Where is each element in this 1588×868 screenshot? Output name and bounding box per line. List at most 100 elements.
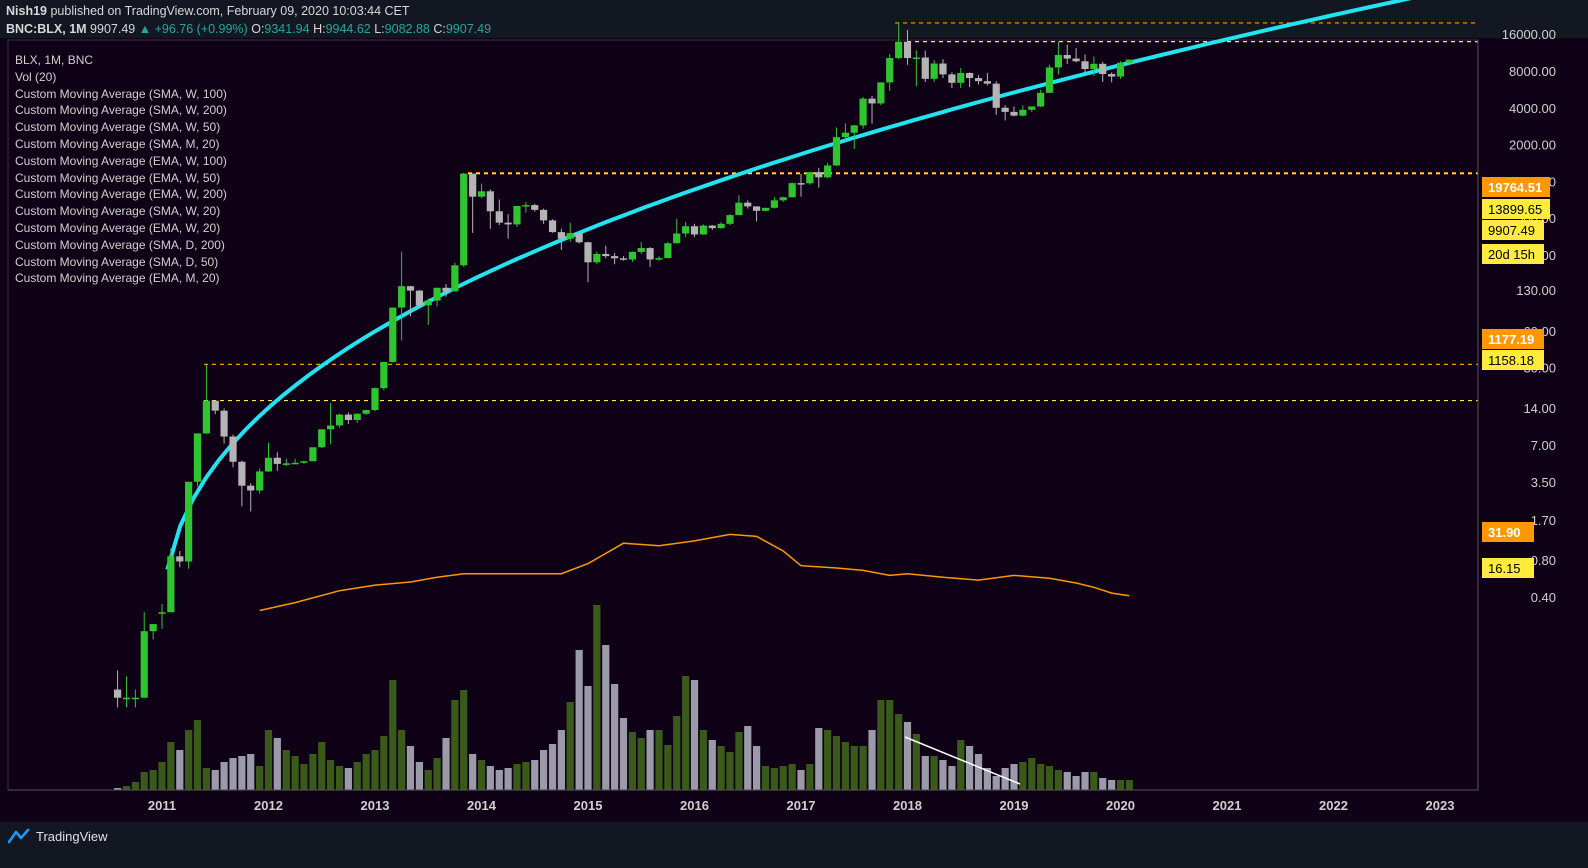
candle-body [326, 425, 335, 430]
candle [486, 189, 494, 229]
candle [832, 127, 841, 166]
legend-item[interactable]: Vol (20) [15, 69, 57, 84]
volume-bar [451, 700, 459, 790]
candle-body [824, 165, 832, 178]
candle-body [433, 287, 441, 301]
badge-label: 13899.65 [1488, 202, 1542, 217]
candle-body [566, 233, 574, 239]
candle-body [362, 410, 370, 414]
volume-bar [122, 786, 131, 790]
candle-body [167, 556, 175, 613]
low-label: L: [374, 22, 385, 36]
candle-body [238, 461, 246, 486]
candle [903, 29, 912, 65]
candle-body [850, 125, 858, 133]
legend-item[interactable]: Custom Moving Average (SMA, M, 20) [15, 136, 220, 151]
badge-box [1482, 199, 1550, 219]
volume-bar [602, 645, 610, 790]
candle-body [548, 220, 557, 233]
volume-bar [335, 766, 344, 790]
candle [1125, 59, 1133, 65]
candle [788, 182, 796, 198]
volume-bar [531, 760, 539, 790]
price-badge: 1158.18 [1482, 350, 1544, 370]
volume-ma-line [259, 533, 1130, 612]
x-tick-label: 2011 [148, 798, 176, 813]
legend-item[interactable]: Custom Moving Average (SMA, W, 200) [15, 103, 227, 118]
legend-item[interactable]: Custom Moving Average (EMA, W, 20) [15, 220, 221, 235]
candle [779, 196, 787, 202]
volume-bar [433, 758, 441, 790]
candle [513, 205, 521, 227]
trend-curve[interactable] [165, 0, 1458, 571]
legend-item[interactable]: Custom Moving Average (EMA, W, 200) [15, 187, 227, 202]
candle-body [815, 172, 823, 178]
candle [752, 206, 761, 222]
candle-body [974, 78, 983, 82]
candle [353, 413, 361, 423]
legend-item[interactable]: Custom Moving Average (EMA, W, 100) [15, 153, 227, 168]
candle [895, 22, 903, 60]
volume-bar [593, 605, 601, 790]
candle-body [1045, 67, 1054, 93]
legend-item[interactable]: Custom Moving Average (EMA, M, 20) [15, 271, 220, 286]
high-value: 9944.62 [325, 22, 371, 36]
candle [983, 72, 991, 86]
candle [602, 245, 610, 259]
volume-bar [903, 722, 912, 790]
volume-bar [149, 770, 157, 790]
legend-item[interactable]: Custom Moving Average (SMA, W, 100) [15, 86, 227, 101]
candle-body [859, 98, 867, 126]
legend-item[interactable]: Custom Moving Average (SMA, W, 20) [15, 204, 221, 219]
legend-item[interactable]: BLX, 1M, BNC [15, 53, 94, 67]
candle [158, 604, 166, 629]
volume-bar [948, 766, 956, 790]
volume-bar [708, 740, 716, 790]
candle-body [264, 457, 273, 472]
badge-box [1482, 220, 1544, 240]
legend-item[interactable]: Custom Moving Average (SMA, D, 200) [15, 237, 225, 252]
x-axis[interactable]: 2011 2012 2013 2014 2015 2016 2017 2018 2019 2020… [148, 798, 1455, 813]
volume-bar [921, 756, 929, 790]
candle [442, 283, 450, 297]
volume-bar [309, 754, 317, 790]
candle [965, 72, 974, 88]
legend-item[interactable]: Custom Moving Average (SMA, D, 50) [15, 254, 219, 269]
volume-bar [193, 720, 202, 790]
candle [539, 208, 548, 224]
candle-body [122, 697, 131, 700]
candle [1019, 105, 1027, 117]
candle [797, 173, 805, 197]
candle [682, 222, 690, 238]
volume-bar [1063, 772, 1071, 790]
price-badge: 9907.49 [1482, 220, 1544, 240]
candle [477, 183, 486, 199]
volume-bar [1099, 778, 1107, 790]
candle [761, 207, 770, 212]
y-axis[interactable]: 280000.00140000.0070000.0034000.0016000.… [1495, 0, 1556, 605]
candle-body [939, 63, 947, 75]
y-tick-label: 14.00 [1523, 401, 1556, 416]
volume-bar [291, 756, 299, 790]
tradingview-logo[interactable]: TradingView [8, 828, 108, 844]
volume-bar [238, 756, 246, 790]
legend-item[interactable]: Custom Moving Average (EMA, W, 50) [15, 170, 221, 185]
candle [566, 222, 574, 242]
candle-body [912, 57, 920, 60]
volume-bar [380, 736, 388, 790]
candle [877, 82, 885, 106]
candle [646, 247, 654, 267]
candle [433, 287, 441, 307]
legend-item[interactable]: Custom Moving Average (SMA, W, 50) [15, 120, 221, 135]
candle [229, 434, 237, 468]
price-chart[interactable]: 2011 2012 2013 2014 2015 2016 2017 2018 2019 2020… [0, 0, 1588, 822]
drawn-trendline[interactable] [904, 736, 1021, 785]
x-tick-label: 2019 [1000, 798, 1029, 813]
candle-body [557, 232, 565, 239]
publisher-name[interactable]: Nish19 [6, 4, 47, 18]
candle-body [1108, 74, 1116, 77]
volume-bar [752, 746, 761, 790]
candle [149, 624, 157, 640]
candle-body [593, 253, 601, 263]
badge-label: 19764.51 [1488, 180, 1542, 195]
